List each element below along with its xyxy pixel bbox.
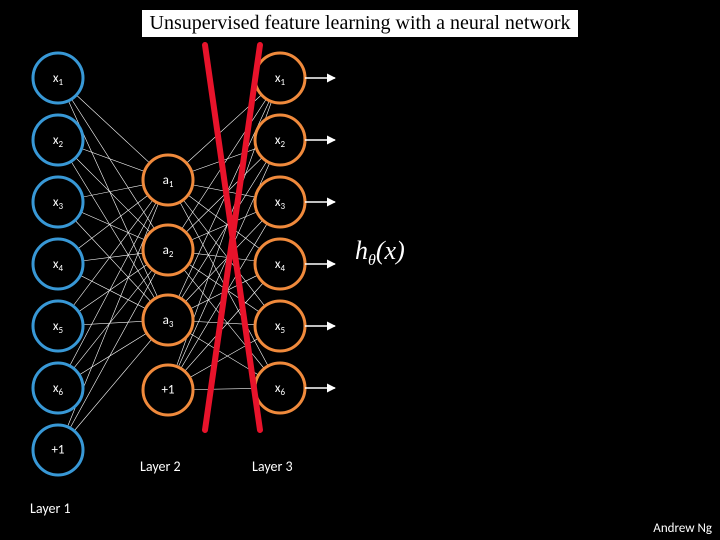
layer3-label: Layer 3	[252, 458, 293, 475]
output-arrows-group	[305, 78, 335, 388]
layer2-label: Layer 2	[140, 458, 181, 475]
node-label-b2: +1	[161, 383, 174, 398]
node-label-b1: +1	[51, 443, 64, 458]
red-cross	[205, 45, 260, 430]
layer1-label: Layer 1	[30, 500, 71, 517]
credit: Andrew Ng	[653, 521, 712, 536]
equation-h-theta-x: hθ(x)	[355, 236, 405, 270]
